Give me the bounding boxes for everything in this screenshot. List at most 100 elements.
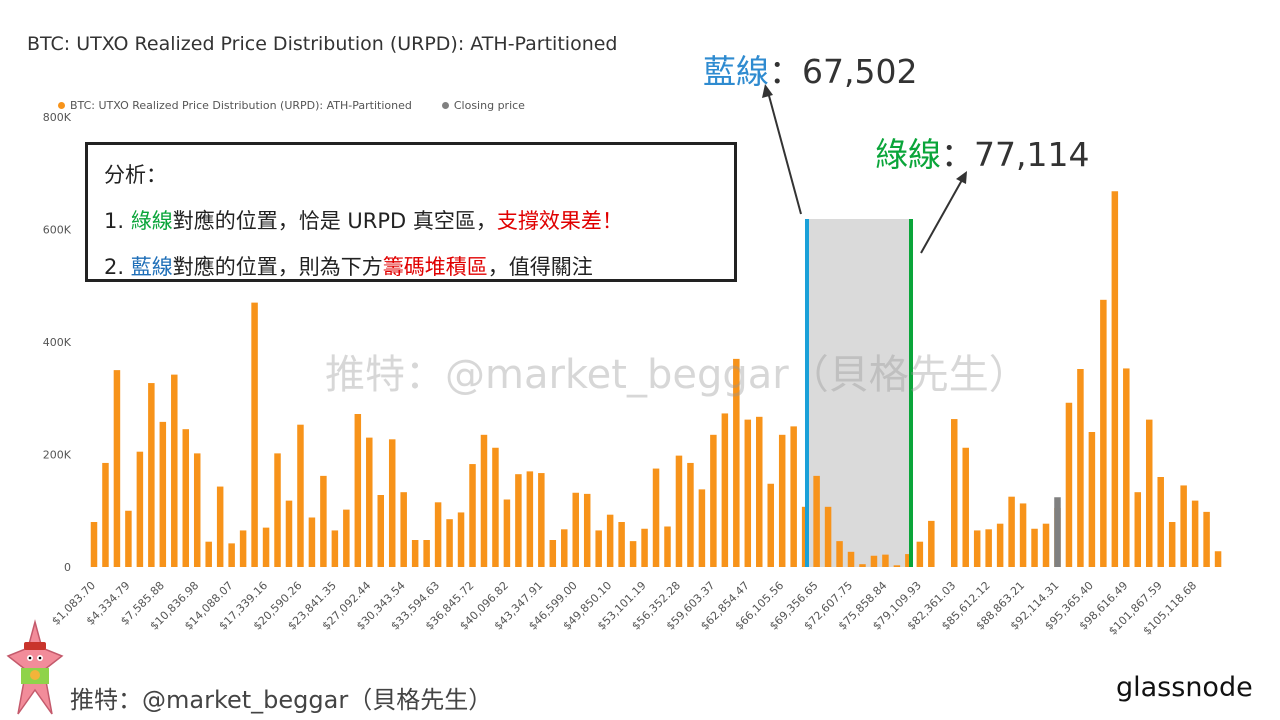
urpd-bar	[606, 514, 614, 567]
urpd-bar	[1065, 402, 1073, 567]
analysis-line-1-num: 1.	[104, 209, 131, 233]
chart-legend: BTC: UTXO Realized Price Distribution (U…	[58, 99, 525, 112]
urpd-bar	[503, 499, 511, 567]
urpd-bar	[583, 493, 591, 567]
urpd-bar	[1145, 419, 1153, 567]
urpd-bar	[756, 416, 763, 567]
urpd-bar	[824, 506, 832, 567]
urpd-bar	[228, 543, 235, 567]
urpd-bar	[182, 429, 190, 567]
analysis-line-2: 2. 藍線對應的位置，則為下方籌碼堆積區，值得關注	[104, 249, 718, 295]
blue-line-callout-sep: ：	[769, 52, 802, 91]
urpd-bar	[973, 530, 981, 567]
blue-line-callout-value: 67,502	[802, 52, 918, 91]
urpd-bar	[905, 554, 912, 567]
watermark: 推特：@market_beggar（貝格先生）	[325, 352, 1029, 398]
urpd-bar	[1123, 368, 1130, 567]
urpd-bar	[687, 462, 694, 567]
green-line-callout-sep: ：	[941, 135, 974, 174]
urpd-bar	[125, 510, 132, 567]
shaded-vacuum-zone	[807, 219, 911, 567]
urpd-bar	[308, 517, 316, 567]
green-arrow-line	[920, 179, 963, 254]
urpd-bar	[916, 541, 924, 567]
urpd-bar	[331, 530, 339, 567]
urpd-bar	[595, 530, 602, 567]
legend-item-urpd[interactable]: BTC: UTXO Realized Price Distribution (U…	[58, 99, 412, 112]
urpd-bar	[515, 474, 522, 567]
urpd-bar	[836, 541, 843, 567]
urpd-bar	[457, 512, 465, 567]
analysis-line-2-mid: 對應的位置，則為下方	[172, 255, 383, 279]
urpd-bar	[996, 523, 1004, 567]
y-tick-label-2: 400K	[43, 336, 72, 349]
urpd-bar	[985, 529, 992, 567]
urpd-bar	[480, 434, 488, 567]
urpd-bar	[561, 529, 568, 567]
urpd-bar	[1008, 496, 1015, 567]
blue-line-callout: 藍線：67,502	[703, 45, 917, 93]
urpd-bar	[434, 502, 442, 567]
legend-item-closing-price[interactable]: Closing price	[441, 99, 525, 112]
analysis-line-1-mid: 對應的位置，恰是 URPD 真空區，	[172, 209, 497, 233]
urpd-bar	[205, 541, 212, 567]
legend-dot-urpd	[58, 102, 65, 109]
urpd-bar	[618, 522, 625, 567]
urpd-bar	[1203, 511, 1210, 567]
urpd-bar	[859, 564, 866, 567]
cartoon-starfish-avatar-icon	[6, 619, 64, 715]
analysis-box: 分析： 1. 綠線對應的位置，恰是 URPD 真空區，支撐效果差！ 2. 藍線對…	[85, 142, 737, 282]
analysis-line-1-red: 支撐效果差！	[496, 209, 623, 233]
urpd-bar	[1077, 369, 1084, 567]
urpd-bar	[285, 500, 293, 567]
urpd-bar	[549, 540, 557, 567]
footer-twitter-handle: 推特：@market_beggar（貝格先生）	[70, 686, 493, 714]
analysis-line-1-green: 綠線	[130, 209, 173, 233]
urpd-bar	[1214, 551, 1222, 567]
legend-label-closing-price: Closing price	[453, 99, 525, 112]
urpd-bar	[1191, 500, 1199, 567]
y-tick-label-4: 800K	[43, 111, 72, 124]
urpd-bar	[1100, 299, 1107, 567]
urpd-bar	[744, 419, 752, 567]
urpd-bar	[492, 447, 499, 567]
urpd-bar	[893, 565, 901, 567]
urpd-bar	[675, 455, 683, 567]
urpd-bar	[262, 527, 270, 567]
analysis-line-2-blue: 藍線	[130, 255, 173, 279]
urpd-bar	[159, 421, 167, 567]
urpd-bar	[733, 358, 740, 567]
urpd-bar	[813, 475, 820, 567]
urpd-bar	[1088, 432, 1096, 567]
urpd-bar	[882, 554, 889, 567]
urpd-bar	[710, 434, 717, 567]
urpd-bar	[1031, 528, 1038, 567]
urpd-bar	[388, 439, 396, 567]
urpd-bar	[1180, 485, 1187, 567]
urpd-bar	[446, 519, 453, 567]
urpd-bar	[664, 526, 671, 567]
urpd-bar	[113, 370, 121, 567]
urpd-bar	[767, 483, 774, 567]
urpd-bar	[239, 530, 247, 567]
urpd-bar	[778, 434, 786, 567]
green-arrow-head	[956, 171, 967, 184]
green-line-callout: 綠線：77,114	[875, 128, 1089, 176]
urpd-bar	[423, 540, 430, 567]
urpd-bar	[928, 520, 935, 567]
urpd-bar	[1042, 523, 1050, 567]
urpd-bar	[641, 528, 648, 567]
urpd-bar	[297, 424, 304, 567]
urpd-bar	[148, 383, 155, 567]
urpd-bar	[377, 495, 384, 567]
urpd-bar	[366, 437, 373, 567]
urpd-bar	[629, 541, 637, 567]
urpd-bar	[847, 551, 855, 567]
urpd-bar	[962, 447, 969, 567]
urpd-bar	[251, 302, 258, 567]
blue-arrow-head	[762, 84, 773, 98]
blue-line-callout-label: 藍線	[703, 52, 769, 91]
green-line-callout-label: 綠線	[875, 135, 941, 174]
urpd-bar	[1157, 477, 1164, 567]
